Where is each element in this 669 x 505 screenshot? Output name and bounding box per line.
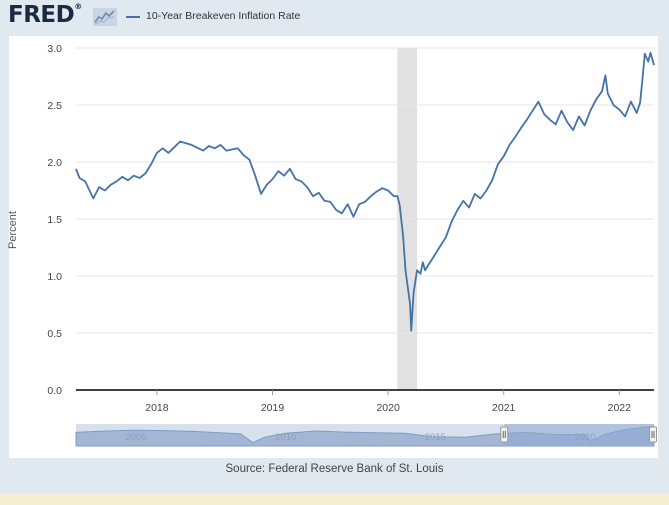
source-note: Source: Federal Reserve Bank of St. Loui… bbox=[225, 463, 444, 475]
navigator-year-label: 2010 bbox=[275, 432, 296, 443]
navigator-year-label: 2020 bbox=[575, 432, 596, 443]
trend-line-icon bbox=[93, 8, 117, 26]
y-tick-label: 1.5 bbox=[47, 214, 62, 226]
y-tick-label: 2.0 bbox=[47, 157, 62, 169]
navigator-handle-left[interactable] bbox=[500, 426, 509, 443]
legend-label: 10-Year Breakeven Inflation Rate bbox=[146, 10, 301, 22]
navigator-selected-range[interactable] bbox=[504, 424, 654, 446]
registered-mark: ® bbox=[74, 2, 82, 11]
x-tick-label: 2019 bbox=[261, 402, 285, 414]
y-tick-label: 1.0 bbox=[47, 271, 62, 283]
x-tick-label: 2021 bbox=[492, 402, 516, 414]
y-axis-title: Percent bbox=[7, 211, 19, 249]
navigator-handle-right[interactable] bbox=[649, 426, 657, 443]
x-tick-label: 2022 bbox=[608, 402, 632, 414]
y-tick-label: 3.0 bbox=[47, 43, 62, 55]
handle-grip[interactable] bbox=[500, 426, 509, 443]
x-tick-label: 2020 bbox=[376, 402, 400, 414]
handle-grip[interactable] bbox=[649, 426, 657, 443]
fred-logo-text: FRED bbox=[8, 2, 75, 28]
header: FRED® 10-Year Breakeven Inflation Rate bbox=[0, 0, 669, 36]
plot-area: 0.0 0.5 1.0 1.5 2.0 2.5 3.0 2018 2019 2020 2021 20… bbox=[9, 36, 658, 458]
x-tick-label: 2018 bbox=[145, 402, 169, 414]
navigator-year-label: 2015 bbox=[425, 432, 446, 443]
series-line-0[interactable] bbox=[75, 51, 655, 332]
legend-swatch bbox=[126, 16, 140, 18]
y-tick-label: 0.5 bbox=[47, 328, 62, 340]
y-tick-label: 2.5 bbox=[47, 100, 62, 112]
y-tick-label: 0.0 bbox=[47, 385, 62, 397]
bottom-bar bbox=[0, 493, 669, 505]
fred-logo[interactable]: FRED® bbox=[8, 2, 82, 28]
chart-svg[interactable]: 0.0 0.5 1.0 1.5 2.0 2.5 3.0 2018 2019 2020 2021 20… bbox=[9, 36, 658, 458]
navigator-year-label: 2005 bbox=[125, 432, 146, 443]
